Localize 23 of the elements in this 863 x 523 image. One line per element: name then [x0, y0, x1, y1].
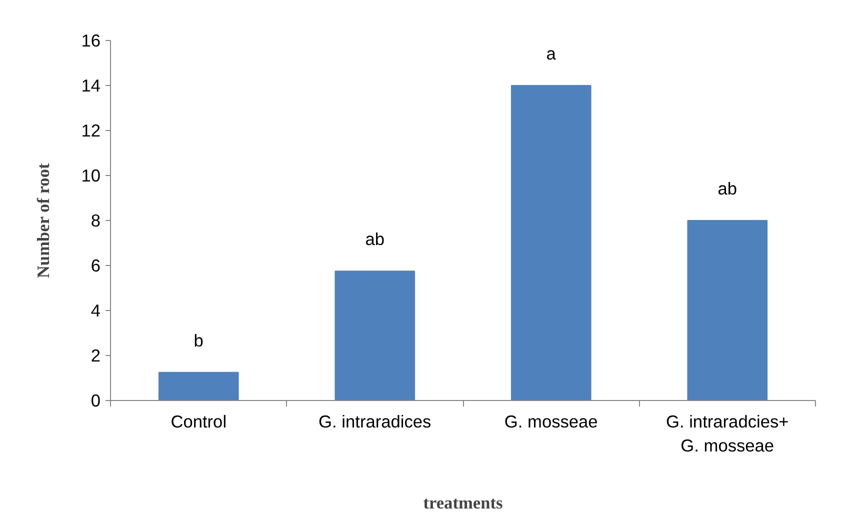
- annotation: b: [194, 330, 204, 350]
- y-tick-label: 14: [81, 76, 101, 96]
- y-tick-label: 10: [81, 166, 101, 186]
- bar: [687, 220, 768, 400]
- y-tick-label: 12: [81, 120, 101, 140]
- x-axis-title: treatments: [423, 494, 504, 512]
- y-axis-title: Number of root: [34, 162, 54, 278]
- annotation: ab: [365, 229, 385, 250]
- annotation: ab: [718, 178, 738, 198]
- y-tick-label: 2: [90, 346, 101, 366]
- bar: [334, 270, 416, 400]
- bar: [510, 85, 592, 400]
- y-tick-label: 6: [90, 256, 101, 276]
- x-tick-label: G. intraradcies+ G. mosseae: [666, 412, 789, 456]
- y-tick-label: 8: [90, 210, 101, 230]
- bar: [158, 372, 239, 400]
- x-tick-label: G. mosseae: [504, 412, 598, 432]
- y-tick-label: 0: [90, 390, 101, 410]
- y-tick-label: 4: [90, 300, 101, 320]
- x-tick-label: G. intraradices: [318, 412, 432, 432]
- x-tick-label: Control: [170, 412, 227, 432]
- annotation: a: [546, 44, 556, 64]
- y-tick-label: 16: [81, 30, 101, 50]
